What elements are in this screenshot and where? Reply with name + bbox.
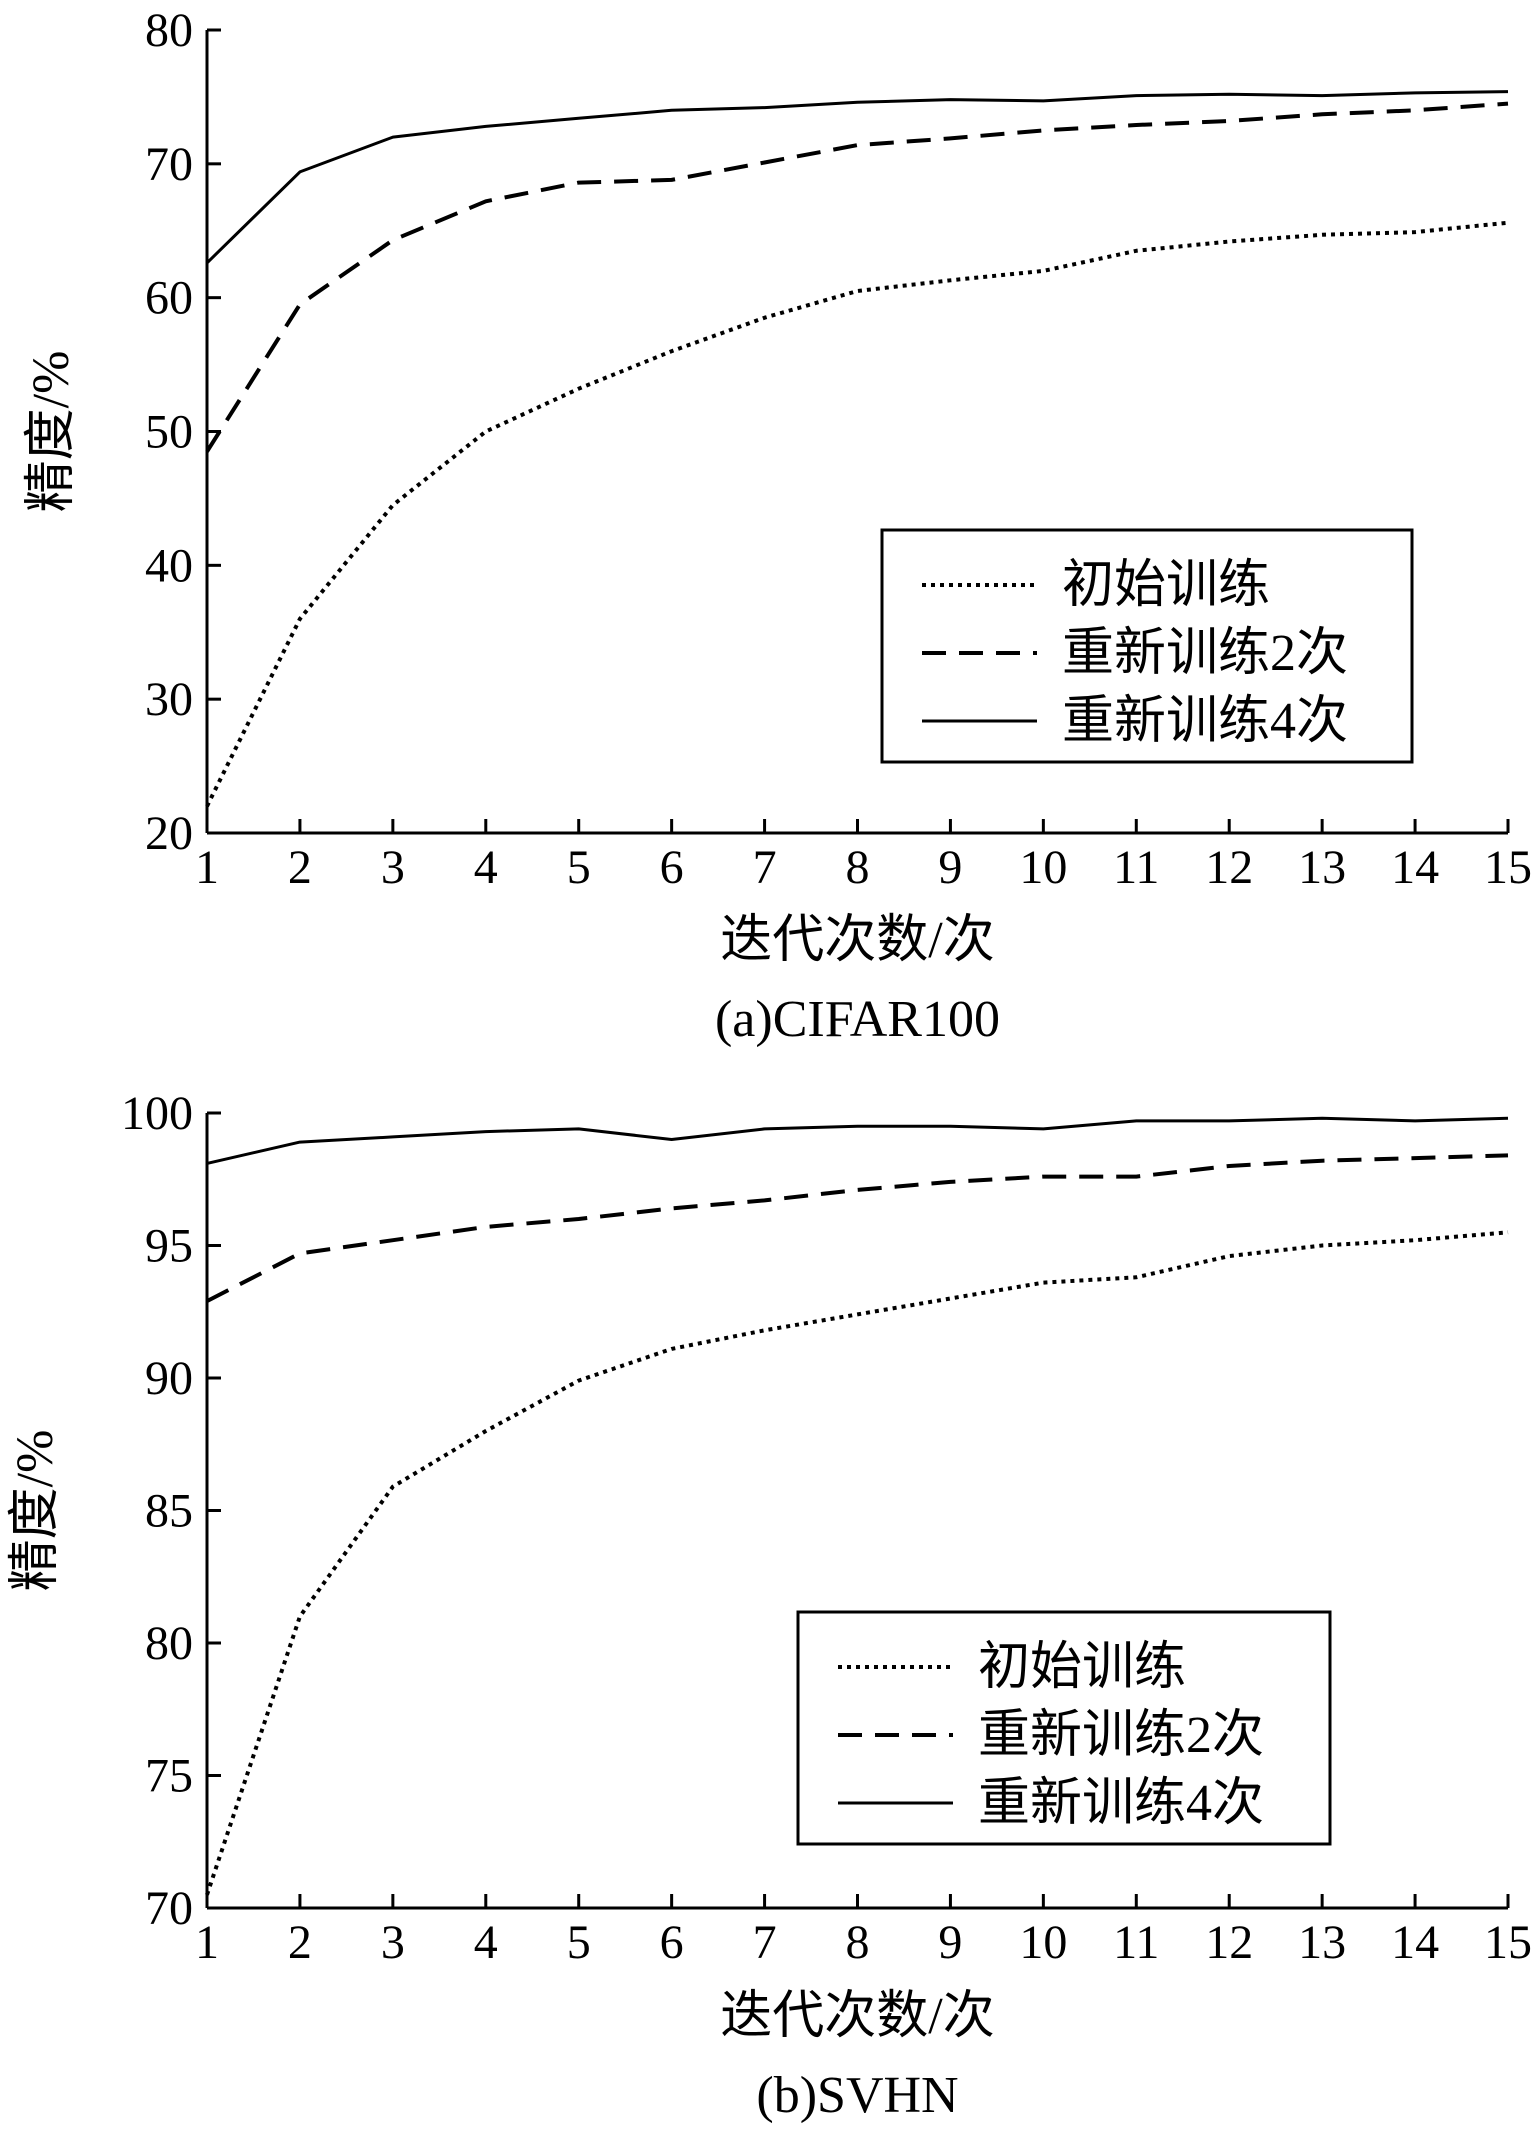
y-tick-label: 100 [121,1087,193,1140]
y-tick-label: 50 [145,406,193,459]
x-tick-label: 3 [381,841,405,894]
x-axis-title: 迭代次数/次 [720,1988,994,2045]
y-tick-label: 20 [145,807,193,860]
x-tick-label: 9 [938,1916,962,1969]
legend-label-3: 重新训练4次 [1062,693,1348,750]
y-axis-title: 精度/% [23,351,80,513]
legend-label-2: 重新训练2次 [978,1707,1264,1764]
x-tick-label: 7 [753,841,777,894]
y-tick-label: 70 [145,138,193,191]
x-tick-label: 13 [1298,841,1346,894]
x-tick-label: 2 [288,1916,312,1969]
x-tick-label: 12 [1205,1916,1253,1969]
x-tick-label: 12 [1205,841,1253,894]
x-tick-label: 9 [938,841,962,894]
y-tick-label: 70 [145,1882,193,1935]
x-tick-label: 10 [1019,841,1067,894]
x-tick-label: 6 [660,841,684,894]
series-line-3 [206,1116,1509,1165]
chart-caption: (b)SVHN [756,2067,958,2124]
y-tick-label: 80 [145,1617,193,1670]
legend-label-2: 重新训练2次 [1062,625,1348,682]
y-tick-label: 85 [145,1485,193,1538]
x-tick-label: 11 [1113,841,1159,894]
x-tick-label: 4 [474,841,498,894]
x-tick-label: 1 [195,1916,219,1969]
x-tick-label: 7 [753,1916,777,1969]
x-tick-label: 14 [1391,841,1439,894]
x-tick-label: 1 [195,841,219,894]
x-tick-label: 10 [1019,1916,1067,1969]
series-line-2 [205,101,1509,453]
legend-label-1: 初始训练 [1062,557,1270,614]
x-tick-label: 2 [288,841,312,894]
x-tick-label: 5 [567,1916,591,1969]
legend-box [796,1610,1332,1846]
x-tick-label: 3 [381,1916,405,1969]
y-tick-label: 75 [145,1750,193,1803]
x-tick-label: 6 [660,1916,684,1969]
y-tick-label: 40 [145,539,193,592]
legend-label-3: 重新训练4次 [978,1775,1264,1832]
y-tick-label: 95 [145,1220,193,1273]
y-tick-label: 60 [145,272,193,325]
x-tick-label: 11 [1113,1916,1159,1969]
x-tick-label: 14 [1391,1916,1439,1969]
x-tick-label: 8 [846,841,870,894]
x-tick-label: 8 [846,1916,870,1969]
legend-label-1: 初始训练 [978,1639,1186,1696]
y-tick-label: 30 [145,673,193,726]
x-tick-label: 15 [1484,1916,1532,1969]
chart-caption: (a)CIFAR100 [715,991,1000,1048]
x-axis-title: 迭代次数/次 [720,912,994,969]
y-tick-label: 80 [145,4,193,57]
x-tick-label: 15 [1484,841,1532,894]
series-line-2 [206,1153,1509,1303]
y-axis-title: 精度/% [7,1430,64,1592]
y-tick-label: 90 [145,1352,193,1405]
x-tick-label: 4 [474,1916,498,1969]
x-tick-label: 13 [1298,1916,1346,1969]
legend-box [880,528,1414,764]
x-tick-label: 5 [567,841,591,894]
series-line-3 [205,90,1509,264]
series-line-1 [205,1230,1509,1896]
